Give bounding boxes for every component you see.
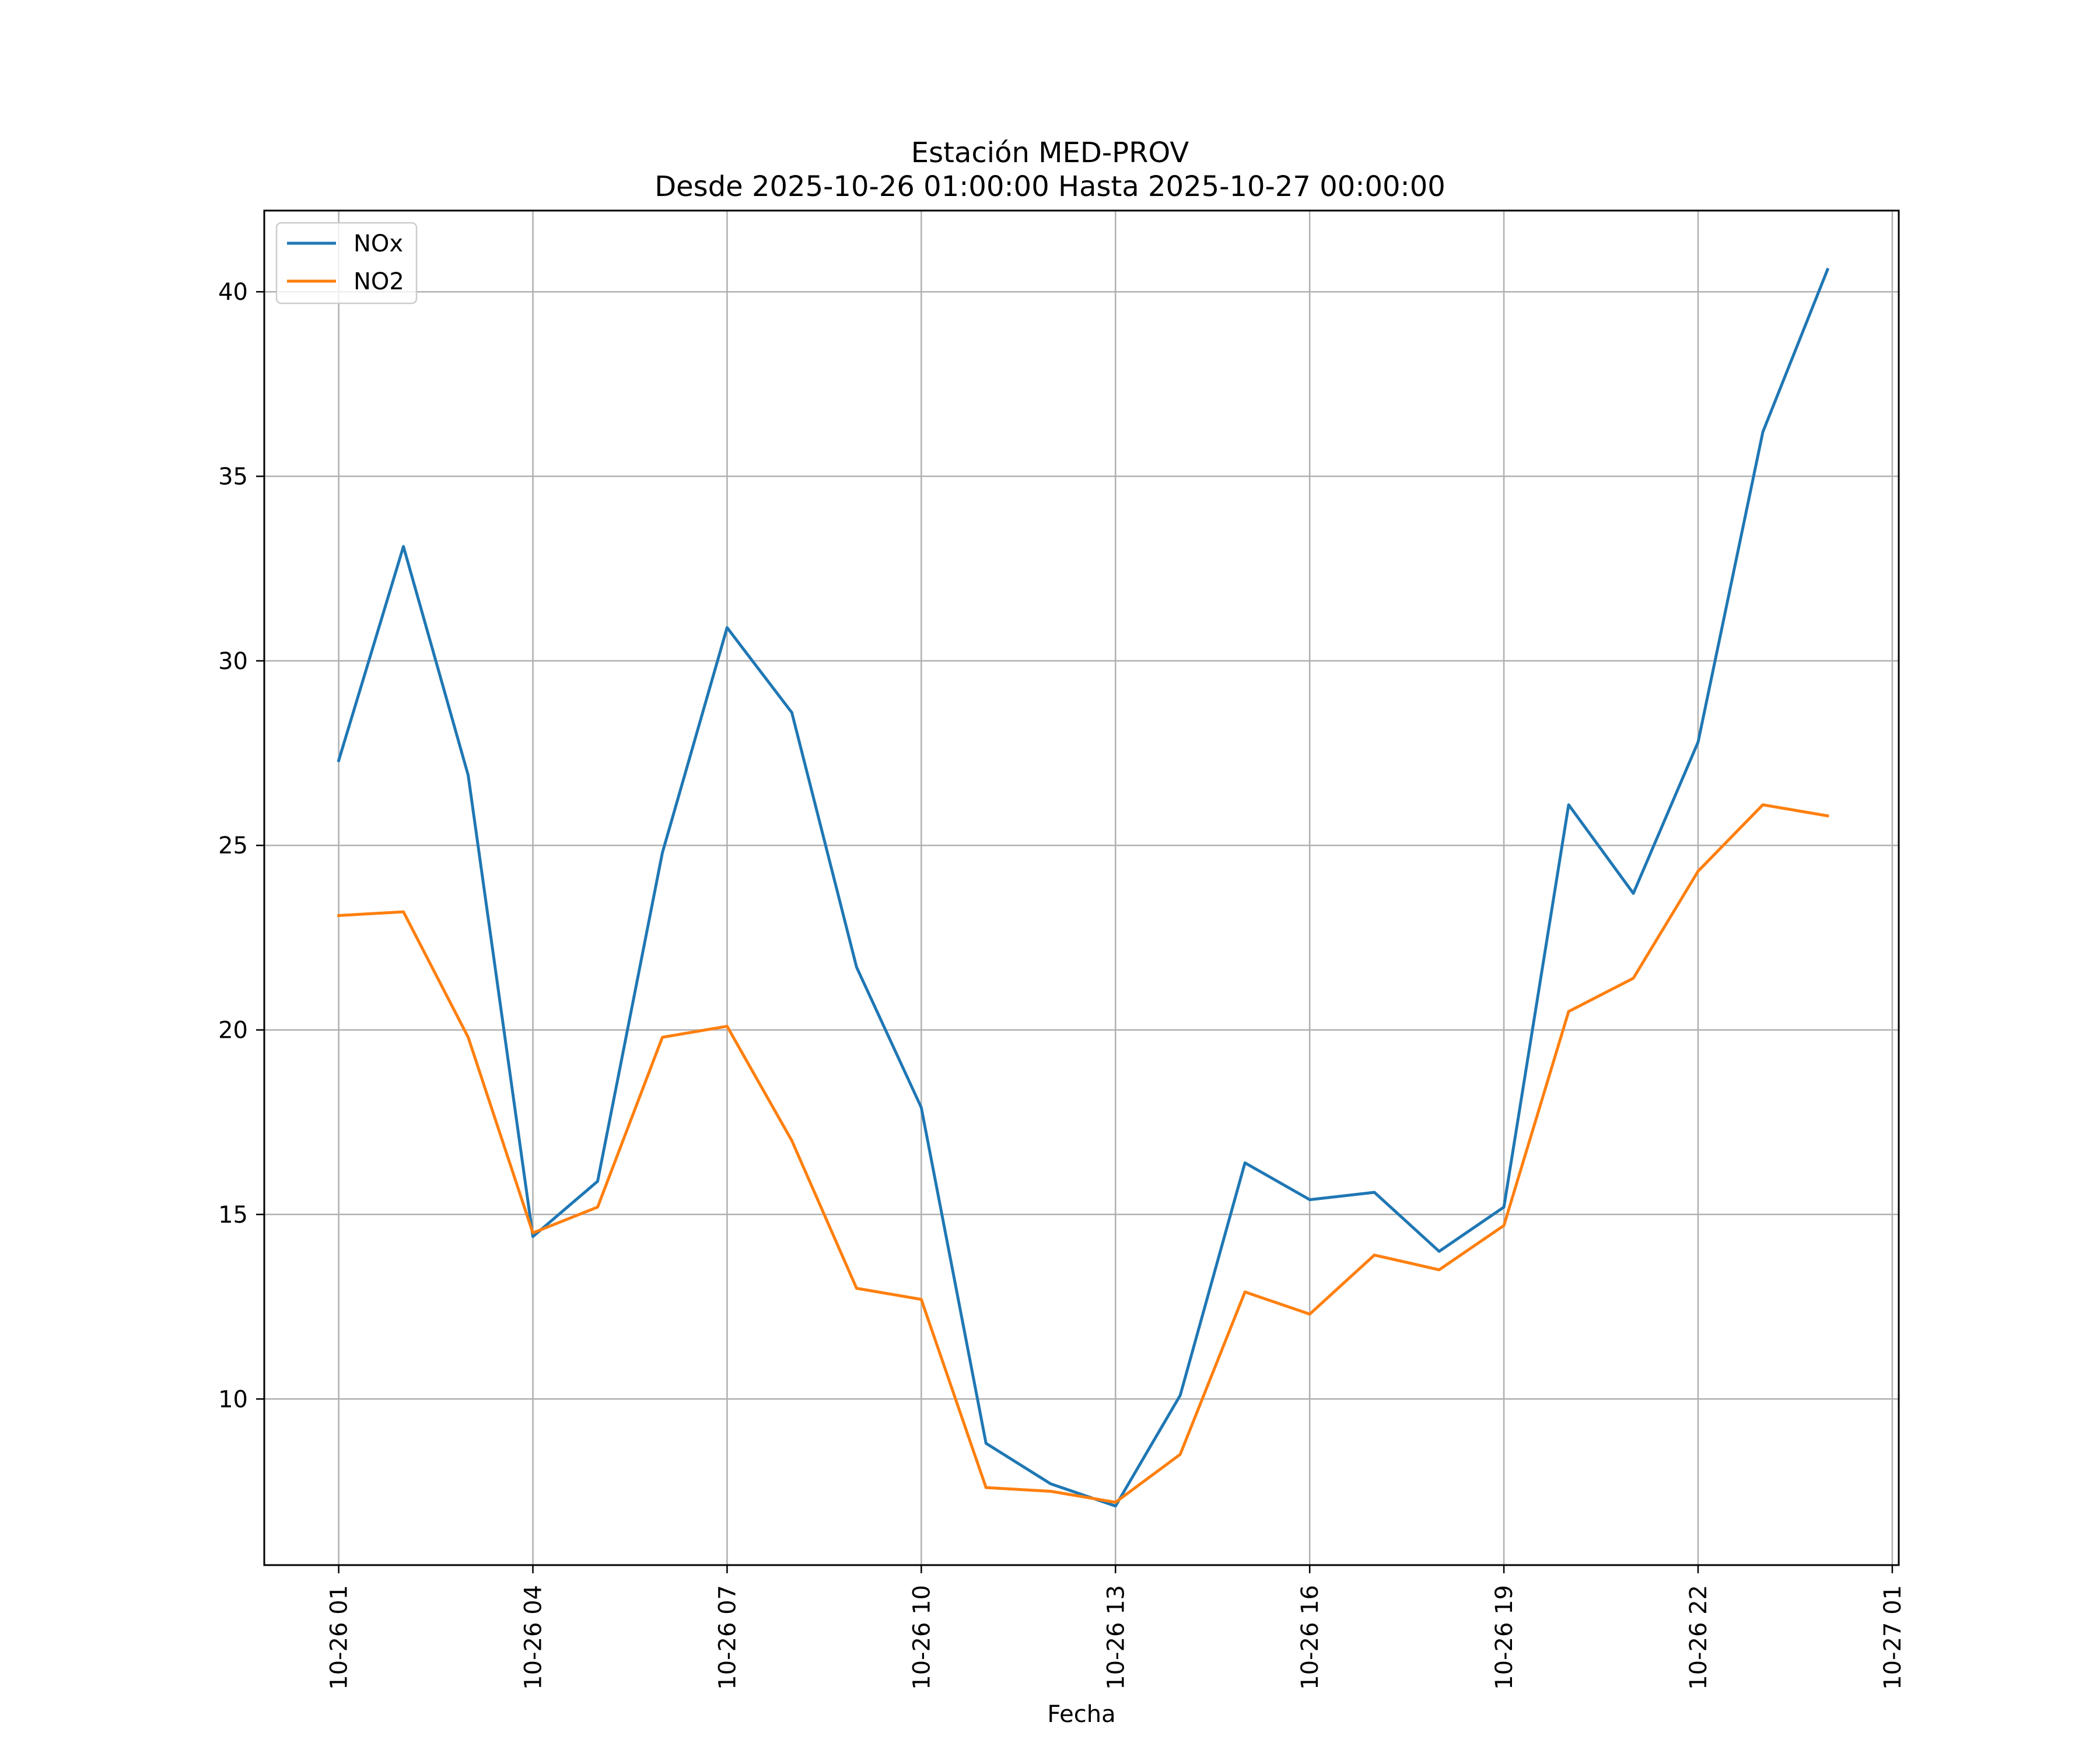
y-tick-label: 35 [218, 464, 248, 491]
x-tick-label: 10-26 22 [1685, 1585, 1712, 1690]
x-axis-ticks: 10-26 01 10-26 04 10-26 07 10-26 10 10-26 13… [326, 1565, 1906, 1690]
y-tick-label: 10 [218, 1386, 248, 1413]
series-lines [337, 267, 1830, 1508]
x-axis-label: Fecha [1047, 1701, 1115, 1728]
chart-title-line1: Estación MED-PROV [911, 136, 1189, 169]
x-tick-label: 10-26 13 [1102, 1585, 1129, 1690]
x-tick-label: 10-26 01 [326, 1585, 353, 1690]
x-tick-label: 10-26 04 [520, 1585, 547, 1690]
x-tick-label: 10-27 01 [1880, 1585, 1906, 1690]
y-tick-label: 15 [218, 1202, 248, 1228]
chart-title-line2: Desde 2025-10-26 01:00:00 Hasta 2025-10-… [654, 170, 1446, 203]
series-line-no2 [337, 803, 1829, 1504]
grid-lines [264, 211, 1899, 1565]
x-tick-label: 10-26 10 [908, 1585, 935, 1690]
x-tick-label: 10-26 19 [1491, 1585, 1518, 1690]
legend-label-nox: NOx [354, 230, 403, 257]
plot-area-frame [263, 209, 1900, 1566]
x-tick-label: 10-26 16 [1297, 1585, 1324, 1690]
y-tick-label: 20 [218, 1017, 248, 1044]
legend: NOx NO2 [275, 222, 418, 304]
y-tick-label: 30 [218, 648, 248, 675]
x-tick-label: 10-26 07 [714, 1585, 741, 1690]
y-tick-label: 25 [218, 832, 248, 859]
series-line-nox [337, 267, 1830, 1508]
legend-label-no2: NO2 [354, 268, 404, 295]
y-axis-ticks: 10 15 20 25 30 35 40 [218, 279, 264, 1413]
y-tick-label: 40 [218, 279, 248, 306]
